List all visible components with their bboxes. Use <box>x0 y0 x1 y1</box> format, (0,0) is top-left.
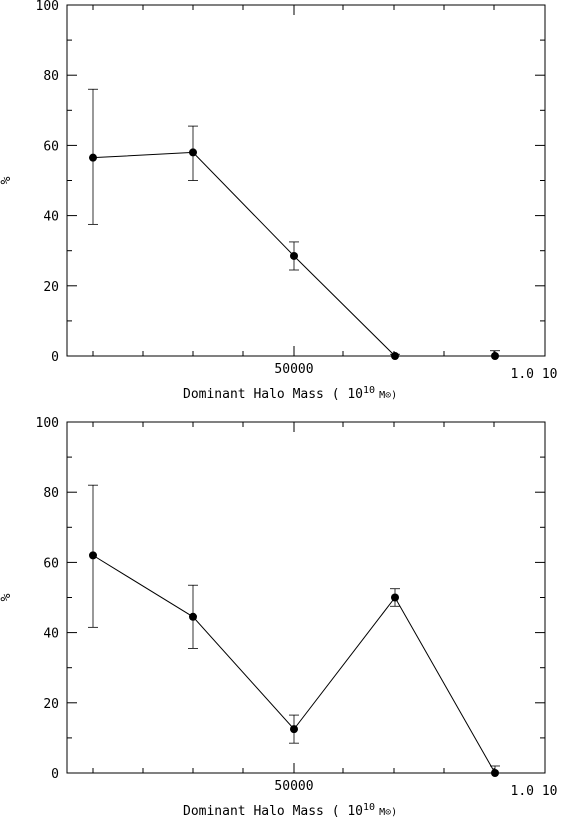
x-tick-label: 1.0 10 <box>511 367 558 382</box>
x-axis-label-exponent: 10 <box>363 802 375 813</box>
x-tick-label: 50000 <box>274 779 313 794</box>
data-point <box>391 352 399 360</box>
y-tick-label: 0 <box>51 350 59 365</box>
y-tick-label: 40 <box>43 627 59 642</box>
y-tick-label: 100 <box>36 0 59 14</box>
y-axis-label: % <box>0 593 14 601</box>
x-axis-label-unit: M⊙) <box>379 807 397 817</box>
data-point <box>491 352 499 360</box>
x-tick-label: 50000 <box>274 362 313 377</box>
y-tick-label: 60 <box>43 139 59 154</box>
data-point <box>89 153 97 162</box>
y-tick-label: 100 <box>36 416 59 431</box>
x-axis-label-unit: M⊙) <box>379 390 397 401</box>
y-tick-label: 0 <box>51 767 59 782</box>
x-axis-label-exponent: 10 <box>363 385 375 396</box>
data-point <box>89 551 97 560</box>
x-tick-label: 1.0 10 <box>511 784 558 799</box>
x-axis-label-text: Dominant Halo Mass ( 10 <box>183 804 363 817</box>
x-axis-label: Dominant Halo Mass ( 1010 M⊙) <box>183 802 397 817</box>
data-point <box>391 593 399 602</box>
y-tick-label: 40 <box>43 210 59 225</box>
y-tick-label: 80 <box>43 486 59 501</box>
x-axis-label-text: Dominant Halo Mass ( 10 <box>183 387 363 402</box>
plot-frame <box>66 421 546 774</box>
data-point <box>189 612 197 621</box>
y-tick-label: 80 <box>43 69 59 84</box>
y-axis-label: % <box>0 176 14 184</box>
y-tick-label: 60 <box>43 556 59 571</box>
y-tick-label: 20 <box>43 697 59 712</box>
y-tick-label: 20 <box>43 280 59 295</box>
data-point <box>189 148 197 157</box>
top-panel: 0 20 40 60 80 100 50000 1.0 10 Dominant Halo Mas… <box>0 0 557 402</box>
x-axis-label: Dominant Halo Mass ( 1010 M⊙) <box>183 385 397 402</box>
data-point <box>491 769 499 777</box>
data-point <box>290 251 298 260</box>
plot-frame <box>66 4 546 357</box>
data-point <box>290 725 298 734</box>
bottom-panel: 0 20 40 60 80 100 50000 1.0 10 Dominant Halo Mas… <box>0 416 557 817</box>
